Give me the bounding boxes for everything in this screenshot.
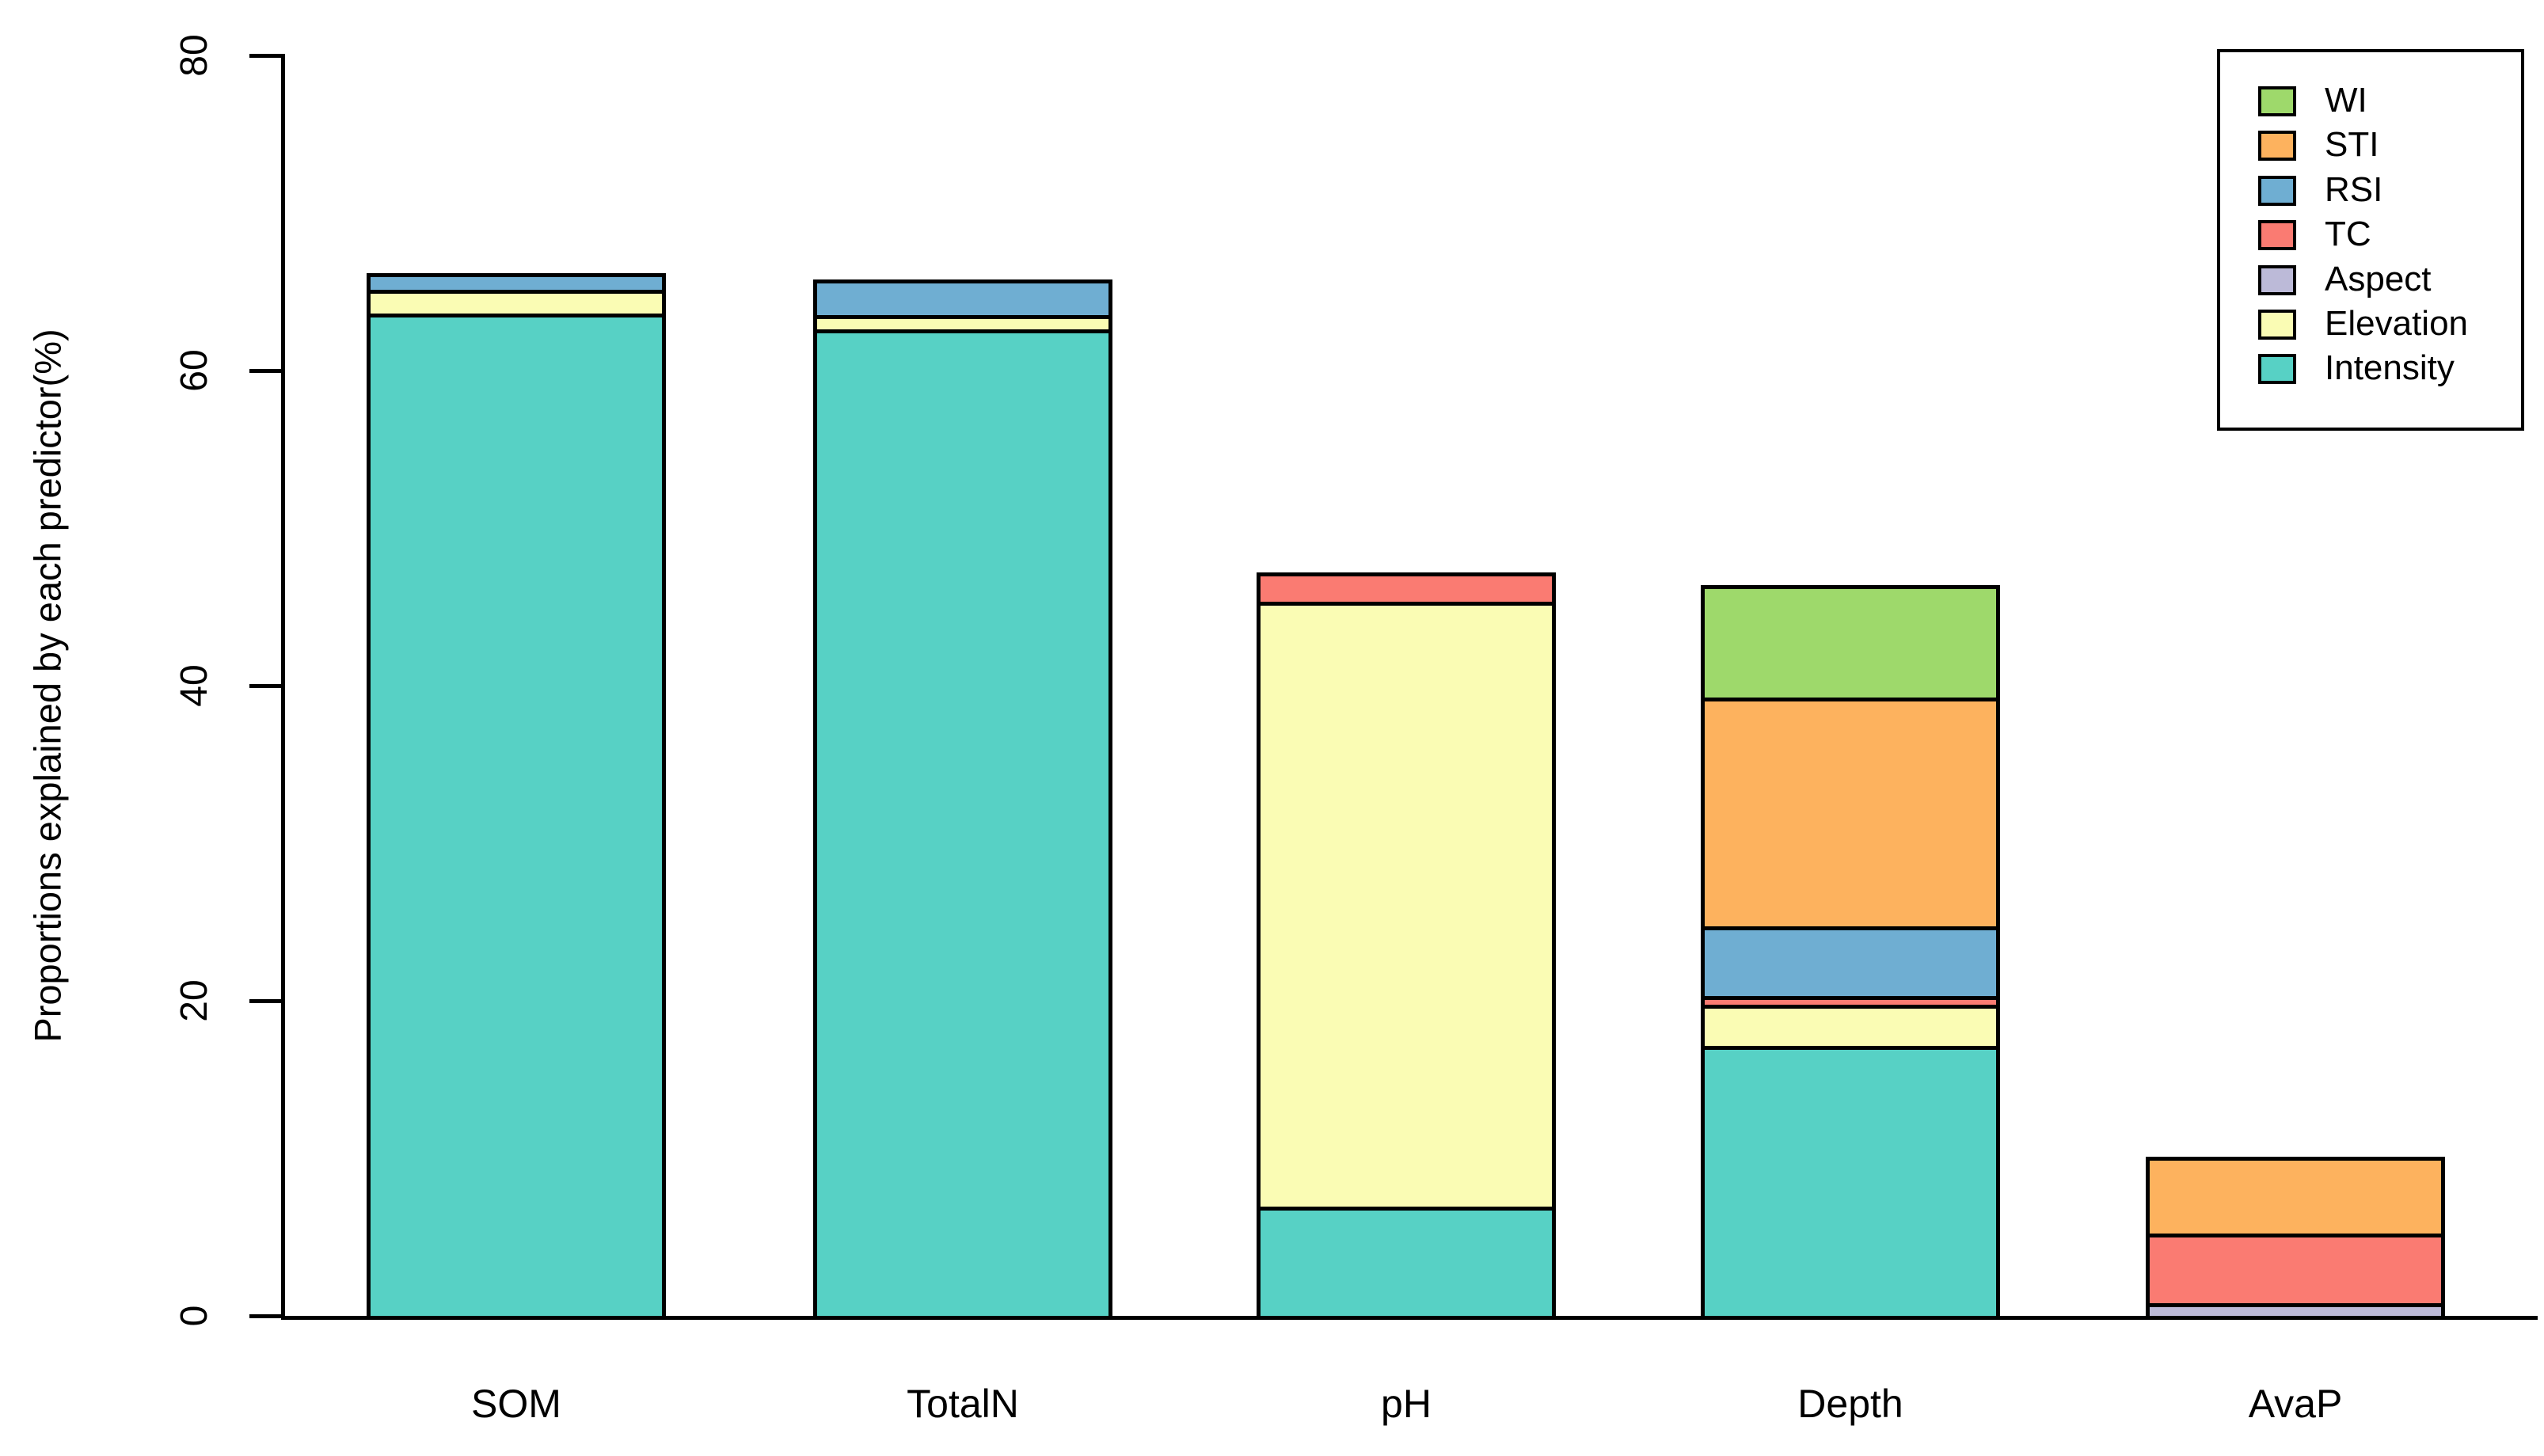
bar-segment-avap-sti: [2146, 1157, 2445, 1237]
y-tick-label: 80: [173, 34, 215, 77]
bar-segment-ph-elevation: [1257, 603, 1556, 1210]
bar-segment-avap-tc: [2146, 1235, 2445, 1306]
bar-segment-ph-intensity: [1257, 1208, 1556, 1317]
bar-totaln: [813, 279, 1112, 1320]
x-category-label-depth: Depth: [1797, 1382, 1903, 1426]
y-tick-label: 60: [173, 349, 215, 392]
legend-swatch-wi: [2258, 86, 2296, 116]
y-tick-mark: [249, 999, 281, 1003]
x-category-label-ph: pH: [1381, 1382, 1432, 1426]
bar-segment-divider: [813, 329, 1112, 333]
x-axis-line: [281, 1316, 2538, 1320]
legend-swatch-rsi: [2258, 175, 2296, 206]
y-tick-mark: [249, 54, 281, 58]
bar-segment-depth-sti: [1701, 699, 2000, 929]
bar-segment-som-intensity: [367, 315, 666, 1317]
bar-segment-depth-wi: [1701, 584, 2000, 701]
bar-segment-divider: [1701, 1005, 2000, 1009]
bar-segment-divider: [1701, 698, 2000, 702]
legend-swatch-elevation: [2258, 310, 2296, 340]
legend-swatch-sti: [2258, 131, 2296, 162]
y-tick-label: 20: [173, 979, 215, 1022]
y-axis-line: [281, 54, 285, 1318]
legend-swatch-tc: [2258, 220, 2296, 251]
bar-segment-divider: [1257, 602, 1556, 606]
bar-segment-totaln-rsi: [813, 279, 1112, 318]
bar-segment-divider: [2146, 1302, 2445, 1307]
bar-segment-depth-rsi: [1701, 928, 2000, 998]
bar-segment-som-elevation: [367, 291, 666, 317]
x-category-label-som: SOM: [471, 1382, 561, 1426]
y-axis-title: Proportions explained by each predictor(…: [26, 329, 69, 1043]
bar-segment-divider: [1257, 1207, 1556, 1211]
bar-ph: [1257, 572, 1556, 1320]
bar-segment-divider: [367, 313, 666, 317]
bar-segment-ph-tc: [1257, 572, 1556, 605]
legend-label-elevation: Elevation: [2325, 304, 2469, 344]
bar-depth: [1701, 584, 2000, 1320]
legend-swatch-intensity: [2258, 354, 2296, 385]
y-tick-mark: [249, 369, 281, 373]
bar-segment-divider: [1701, 926, 2000, 930]
legend-label-wi: WI: [2325, 81, 2367, 120]
bar-segment-divider: [813, 314, 1112, 319]
legend-label-intensity: Intensity: [2325, 348, 2455, 388]
bar-segment-divider: [1701, 1046, 2000, 1051]
legend-label-sti: STI: [2325, 125, 2379, 165]
bar-segment-depth-intensity: [1701, 1047, 2000, 1317]
bar-segment-divider: [2146, 1234, 2445, 1237]
x-category-label-avap: AvaP: [2248, 1382, 2343, 1426]
y-tick-mark: [249, 684, 281, 688]
legend-label-tc: TC: [2325, 215, 2371, 254]
bar-segment-totaln-elevation: [813, 317, 1112, 333]
y-tick-label: 0: [173, 1305, 215, 1327]
bar-segment-depth-elevation: [1701, 1006, 2000, 1049]
y-tick-mark: [249, 1314, 281, 1318]
bar-segment-divider: [367, 290, 666, 294]
legend-label-rsi: RSI: [2325, 169, 2383, 209]
x-category-label-totaln: TotalN: [907, 1382, 1019, 1426]
y-tick-label: 40: [173, 664, 215, 707]
legend-label-aspect: Aspect: [2325, 259, 2432, 298]
bar-segment-divider: [1701, 995, 2000, 1000]
bar-segment-avap-aspect: [2146, 1305, 2445, 1317]
legend-swatch-aspect: [2258, 264, 2296, 295]
bar-som: [367, 272, 666, 1320]
bar-avap: [2146, 1157, 2445, 1320]
bar-segment-totaln-intensity: [813, 331, 1112, 1317]
